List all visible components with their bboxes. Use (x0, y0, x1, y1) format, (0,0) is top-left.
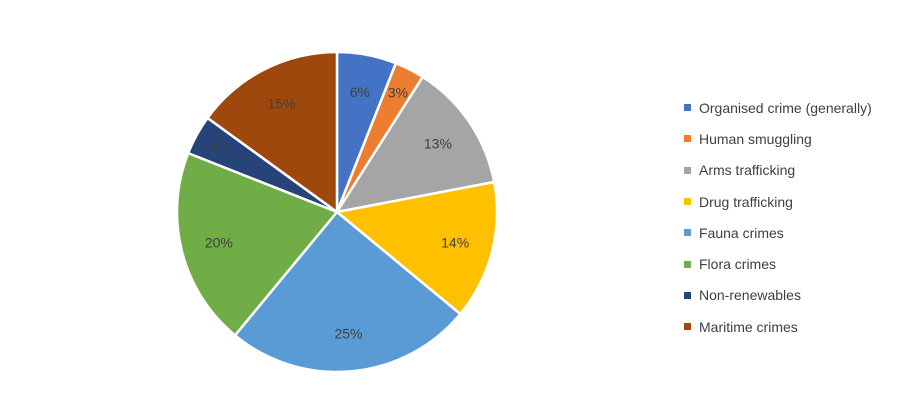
legend-item-organised-crime-generally: Organised crime (generally) (684, 92, 872, 123)
legend-item-drug-trafficking: Drug trafficking (684, 186, 872, 217)
pie-slices (175, 50, 499, 374)
data-label-human-smuggling: 3% (388, 85, 408, 101)
pie-slice-maritime-crimes (206, 50, 339, 214)
data-label-arms-trafficking: 13% (424, 135, 452, 151)
legend-swatch (684, 104, 691, 112)
legend-item-maritime-crimes: Maritime crimes (684, 311, 872, 342)
legend-swatch (684, 323, 691, 331)
legend-item-flora-crimes: Flora crimes (684, 248, 872, 279)
legend-label: Non-renewables (699, 287, 801, 304)
legend-swatch (684, 135, 691, 143)
legend-label: Arms trafficking (699, 162, 796, 179)
legend-item-non-renewables: Non-renewables (684, 280, 872, 311)
pie-data-labels: 6% 3% 13% 14% 25% 20% 4% 15% (205, 84, 469, 341)
legend-swatch (684, 198, 691, 206)
data-label-flora-crimes: 20% (205, 234, 233, 250)
legend-item-arms-trafficking: Arms trafficking (684, 155, 872, 186)
legend-item-human-smuggling: Human smuggling (684, 123, 872, 154)
legend-label: Flora crimes (699, 256, 777, 273)
pie-slice-fauna-crimes (233, 210, 462, 374)
pie-slice-flora-crimes (175, 151, 339, 337)
legend-label: Organised crime (generally) (699, 99, 872, 116)
data-label-fauna-crimes: 25% (334, 325, 362, 341)
legend-swatch (684, 229, 691, 237)
data-label-organised-crime-generally: 6% (350, 84, 370, 100)
pie-slice-drug-trafficking (335, 180, 499, 316)
legend-item-fauna-crimes: Fauna crimes (684, 217, 872, 248)
legend-label: Fauna crimes (699, 224, 784, 241)
legend-swatch (684, 260, 691, 268)
legend-swatch (684, 166, 691, 174)
legend-label: Drug trafficking (699, 193, 793, 210)
data-label-non-renewables: 4% (209, 139, 229, 155)
legend-label: Maritime crimes (699, 318, 798, 335)
pie-slice-arms-trafficking (335, 75, 496, 214)
legend-swatch (684, 291, 691, 299)
legend-label: Human smuggling (699, 130, 812, 147)
data-label-drug-trafficking: 14% (441, 234, 469, 250)
chart-legend: Organised crime (generally) Human smuggli… (684, 92, 872, 342)
data-label-maritime-crimes: 15% (268, 95, 296, 111)
